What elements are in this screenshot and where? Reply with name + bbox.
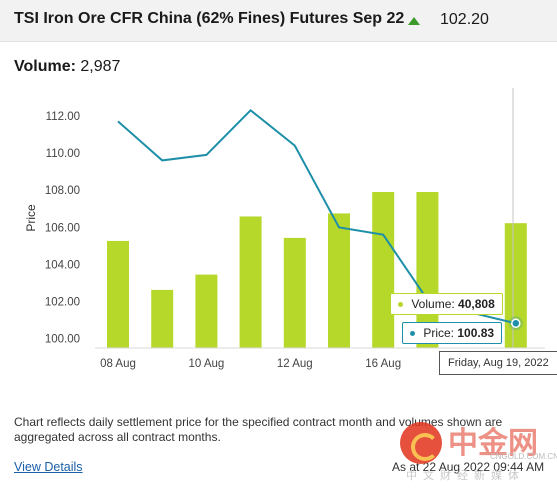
tooltip-price-label: Price: [423,326,455,340]
x-tick-label: 08 Aug [100,358,136,370]
price-dot-icon [410,331,415,337]
chart-footnote: Chart reflects daily settlement price fo… [14,415,503,444]
y-tick-label: 100.00 [45,334,80,346]
y-tick-label: 110.00 [46,148,80,160]
y-tick-label: 104.00 [45,259,80,271]
x-tick-label: 10 Aug [188,358,224,370]
volume-dot-icon [398,302,403,308]
x-tick-label: 16 Aug [365,358,401,370]
y-axis-title: Price [24,204,38,232]
volume-bar [504,223,527,348]
triangle-up-icon [408,17,420,25]
volume-value: 2,987 [80,58,121,75]
watermark-brand: 中金网 [448,426,538,461]
volume-bar [239,216,262,348]
date-tooltip: Friday, Aug 19, 2022 [439,351,557,375]
watermark-slogan: 中文财经新媒体 [406,469,525,482]
y-tick-label: 106.00 [45,222,80,234]
volume-tooltip: Volume: 40,808 [390,293,503,315]
tooltip-volume-value: 40,808 [458,297,495,311]
view-details-link[interactable]: View Details [14,460,83,474]
price-line [117,108,517,325]
brand-logo-icon [400,422,442,464]
tooltip-volume-label: Volume: [411,297,455,311]
volume-bar [151,289,174,348]
volume-bar [107,240,129,348]
highlight-point [511,318,521,329]
volume-bar [328,213,350,348]
y-tick-label: 112.00 [46,111,80,123]
y-tick-label: 108.00 [45,185,80,197]
quote-header: TSI Iron Ore CFR China (62% Fines) Futur… [0,0,557,42]
volume-summary: Volume: 2,987 [14,58,120,76]
last-price: 102.20 [440,11,489,28]
contract-title: TSI Iron Ore CFR China (62% Fines) Futur… [14,10,405,27]
x-tick-label: 12 Aug [277,358,313,370]
volume-bar [372,192,395,348]
volume-label: Volume: [14,58,76,75]
price-tooltip: Price: 100.83 [402,322,503,344]
as-at-timestamp: As at 22 Aug 2022 09:44 AM [392,460,545,474]
watermark-url: CNGOLD.COM.CN [490,452,557,461]
y-tick-label: 102.00 [45,297,80,309]
tooltip-price-value: 100.83 [457,326,495,340]
volume-bar [283,237,306,348]
watermark: 中金网 CNGOLD.COM.CN 中文财经新媒体 [398,420,557,490]
volume-bar [195,274,218,348]
